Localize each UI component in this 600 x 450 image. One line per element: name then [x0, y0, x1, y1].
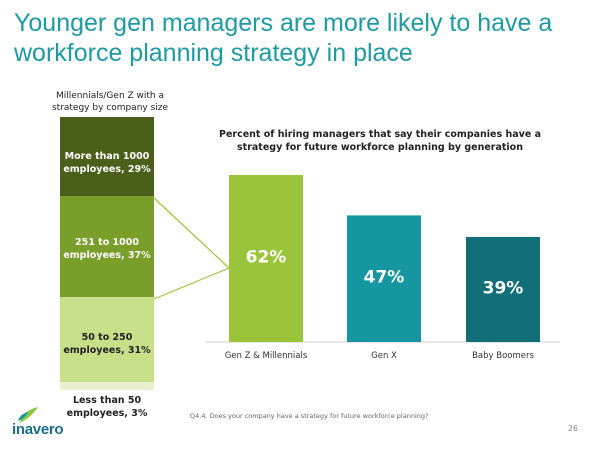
stack-segment [60, 117, 154, 197]
category-tick-label: Baby Boomers [472, 351, 534, 361]
stack-caption: Millennials/Gen Z with a strategy by com… [51, 91, 169, 113]
stack-segment [60, 196, 154, 298]
inavero-logo: inavero [12, 405, 84, 441]
bar-1 [229, 175, 303, 342]
connector-line-bottom [153, 267, 230, 300]
stack-segment-label: 50 to 250 employees, 31% [63, 332, 151, 356]
bar-value-label: 47% [364, 268, 405, 288]
category-tick-label: Gen X [371, 351, 397, 361]
footnote: Q4.4. Does your company have a strategy … [190, 412, 429, 420]
stack-segment-label: 251 to 1000 employees, 37% [63, 237, 151, 261]
connector-line-top [153, 197, 230, 269]
category-tick-label: Gen Z & Millennials [225, 351, 308, 361]
logo-leaf-icon [18, 407, 38, 423]
stack-segment [60, 297, 154, 382]
stack-segment [60, 381, 154, 390]
page-number: 26 [567, 424, 578, 433]
bar-value-label: 39% [483, 278, 524, 298]
slide-title: Younger gen managers are more likely to … [14, 9, 553, 67]
bar-value-label: 62% [246, 248, 287, 268]
stack-segment-label: Less than 50 employees, 3% [66, 395, 148, 419]
stack-segment-label: More than 1000 employees, 29% [63, 151, 151, 175]
bar-2 [347, 215, 421, 342]
logo-text: inavero [12, 421, 64, 438]
bar-3 [466, 236, 540, 342]
chart-title: Percent of hiring managers that say thei… [218, 129, 541, 153]
